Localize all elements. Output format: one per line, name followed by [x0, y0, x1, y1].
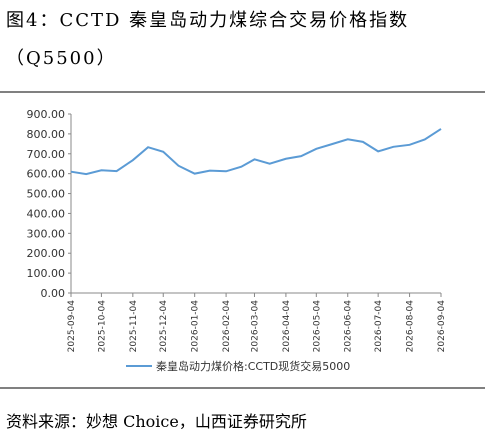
x-tick-label: 2026-03-04 [250, 300, 260, 353]
y-tick-label: 500.00 [27, 188, 66, 201]
x-tick-label: 2025-12-04 [159, 300, 169, 353]
title: （Q5500） [6, 48, 117, 69]
x-tick-label: 2026-01-04 [191, 300, 201, 353]
source: 资料来源：妙想 Choice，山西证券研究所 [6, 412, 307, 431]
y-tick-label: 200.00 [27, 247, 66, 260]
x-tick-label: 2026-04-04 [282, 300, 292, 353]
y-tick-label: 900.00 [27, 108, 66, 121]
y-tick-label: 0.00 [41, 287, 66, 300]
x-tick-label: 2026-07-04 [374, 300, 384, 353]
chart: 0.00 100.00 200.00 300.00 400.00 500.00 600.00… [0, 91, 485, 389]
x-tick-label: 2026-09-04 [437, 300, 447, 353]
data-line [70, 128, 442, 176]
y-tick-label: 800.00 [27, 128, 66, 141]
x-tick-label: 2025-09-04 [67, 300, 77, 353]
x-tick-label: 2025-10-04 [97, 300, 107, 353]
x-tick-label: 2025-11-04 [129, 300, 139, 353]
legend-label: 秦皇岛动力煤价格:CCTD现货交易5000 [156, 359, 350, 373]
y-tick-label: 700.00 [27, 148, 66, 161]
x-tick-label: 2026-02-04 [222, 300, 232, 353]
y-tick-label: 300.00 [27, 227, 66, 240]
title: 图4：CCTD 秦皇岛动力煤综合交易价格指数 [6, 10, 410, 31]
x-tick-label: 2026-06-04 [344, 300, 354, 353]
x-tick-label: 2026-05-04 [312, 300, 322, 353]
y-tick-label: 400.00 [27, 207, 66, 220]
y-tick-label: 100.00 [27, 267, 66, 280]
x-tick-label: 2026-08-04 [406, 300, 416, 353]
y-tick-label: 600.00 [27, 168, 66, 181]
